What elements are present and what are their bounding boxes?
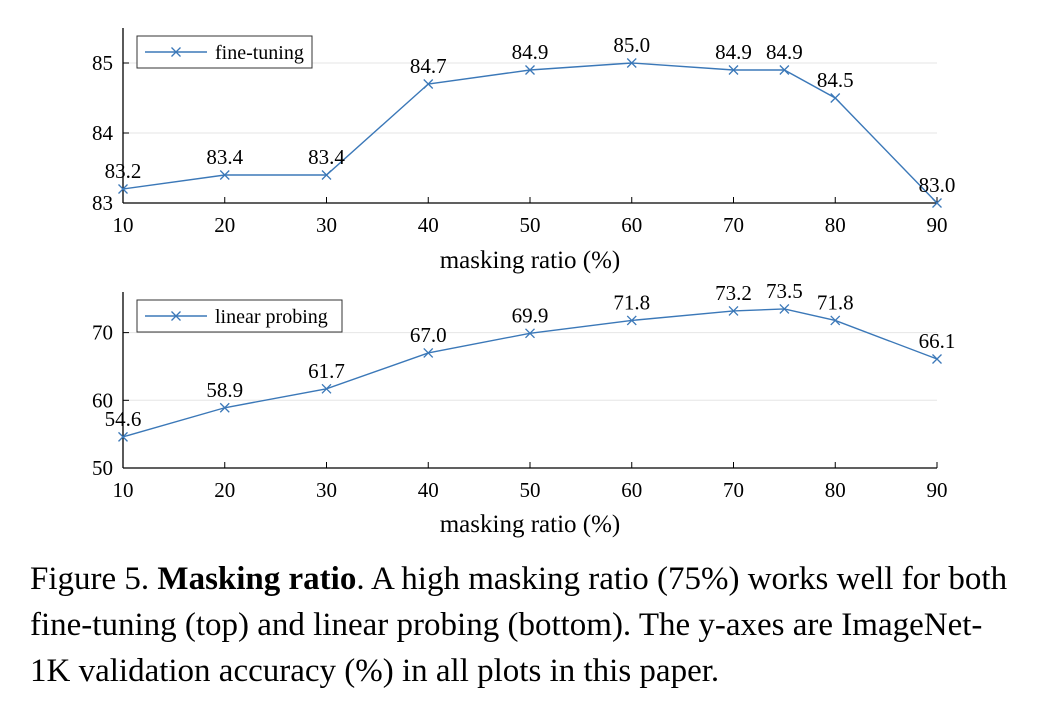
data-point-marker xyxy=(728,65,739,75)
data-point-marker xyxy=(525,328,535,339)
x-axis-label: masking ratio (%) xyxy=(440,511,621,538)
data-point-marker xyxy=(118,431,128,442)
data-point-marker xyxy=(932,198,942,208)
data-label: 58.9 xyxy=(206,378,243,402)
data-label: 73.2 xyxy=(715,281,752,305)
data-point-marker xyxy=(219,170,230,180)
data-label: 85.0 xyxy=(613,33,650,57)
data-point-marker xyxy=(118,184,128,194)
data-point-marker xyxy=(779,65,790,75)
y-tick-label: 84 xyxy=(92,121,114,145)
x-tick-label: 70 xyxy=(723,478,744,502)
series-line xyxy=(122,308,938,438)
legend: fine-tuning xyxy=(136,35,313,69)
y-tick-label: 60 xyxy=(92,388,113,412)
data-label: 61.7 xyxy=(308,359,345,383)
x-tick-label: 60 xyxy=(621,478,642,502)
y-tick-label: 70 xyxy=(92,321,113,345)
y-tick-label: 83 xyxy=(92,191,113,215)
legend-label: linear probing xyxy=(215,306,328,328)
x-tick-label: 90 xyxy=(927,478,948,502)
caption-title: Masking ratio xyxy=(157,561,357,597)
x-tick-label: 40 xyxy=(418,478,439,502)
data-label: 83.2 xyxy=(105,159,142,183)
legend-marker xyxy=(171,47,181,57)
chart-panel-1: 10 20 30 40 50 60 70 80 90 83 84 85 masking ratio (%… xyxy=(92,28,955,274)
data-label: 83.4 xyxy=(206,145,243,169)
x-tick-label: 50 xyxy=(520,478,541,502)
legend-box xyxy=(136,299,343,333)
x-tick-label: 60 xyxy=(621,213,642,237)
x-tick-label: 40 xyxy=(418,213,439,237)
chart-panel-2: 10 20 30 40 50 60 70 80 90 50 60 70 masking ratio (%… xyxy=(92,279,955,538)
x-tick-label: 70 xyxy=(723,213,744,237)
data-label: 83.0 xyxy=(919,173,956,197)
data-point-marker xyxy=(219,402,230,413)
x-tick-label: 30 xyxy=(316,213,337,237)
data-point-marker xyxy=(830,93,841,103)
data-point-marker xyxy=(423,347,434,358)
data-point-marker xyxy=(321,383,332,394)
x-tick-label: 80 xyxy=(825,213,846,237)
x-tick-label: 50 xyxy=(520,213,541,237)
data-label: 66.1 xyxy=(919,329,956,353)
data-point-marker xyxy=(626,58,637,68)
data-label: 71.8 xyxy=(613,290,650,314)
data-point-marker xyxy=(525,65,535,75)
data-label: 69.9 xyxy=(512,303,549,327)
legend-marker xyxy=(171,311,181,321)
data-point-marker xyxy=(321,170,332,180)
data-label: 83.4 xyxy=(308,145,345,169)
series-line xyxy=(122,62,938,204)
x-tick-label: 10 xyxy=(113,213,134,237)
data-point-marker xyxy=(728,305,739,316)
data-label: 67.0 xyxy=(410,323,447,347)
data-label: 84.9 xyxy=(715,40,752,64)
data-point-marker xyxy=(779,303,790,314)
data-label: 54.6 xyxy=(105,407,142,431)
figure-caption: Figure 5. Masking ratio. A high masking … xyxy=(30,556,1020,694)
data-label: 71.8 xyxy=(817,290,854,314)
data-label: 73.5 xyxy=(766,279,803,303)
legend-label: fine-tuning xyxy=(215,42,304,64)
x-tick-label: 10 xyxy=(113,478,134,502)
x-tick-label: 90 xyxy=(927,213,948,237)
x-tick-label: 80 xyxy=(825,478,846,502)
data-label: 84.9 xyxy=(512,40,549,64)
x-tick-label: 20 xyxy=(214,478,235,502)
data-point-marker xyxy=(830,315,841,326)
data-point-marker xyxy=(932,354,942,364)
x-axis-label: masking ratio (%) xyxy=(440,247,621,274)
x-tick-label: 20 xyxy=(214,213,235,237)
y-tick-label: 85 xyxy=(92,51,113,75)
data-label: 84.5 xyxy=(817,68,854,92)
data-point-marker xyxy=(423,79,434,89)
y-tick-label: 50 xyxy=(92,456,113,480)
data-point-marker xyxy=(626,315,637,326)
legend: linear probing xyxy=(136,299,343,333)
caption-label: Figure 5. xyxy=(30,561,150,597)
data-label: 84.7 xyxy=(410,54,447,78)
caption-text: . A high masking ratio (75%) works well … xyxy=(30,561,1008,689)
x-tick-label: 30 xyxy=(316,478,337,502)
data-label: 84.9 xyxy=(766,40,803,64)
figure-5-chart: 10 20 30 40 50 60 70 80 90 83 84 85 masking ratio (%… xyxy=(92,28,955,538)
